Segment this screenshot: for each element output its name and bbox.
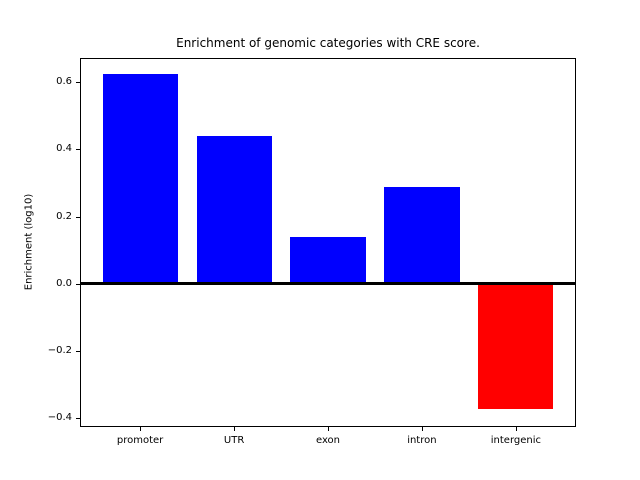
y-tick-mark xyxy=(76,283,80,285)
bar-intron xyxy=(384,187,460,284)
y-tick-label: 0.0 xyxy=(56,277,72,289)
y-tick-label: −0.4 xyxy=(47,411,72,423)
x-tick-mark xyxy=(140,427,142,431)
x-tick-mark xyxy=(234,427,236,431)
x-tick-label-exon: exon xyxy=(315,435,341,446)
x-tick-mark xyxy=(421,427,423,431)
bar-promoter xyxy=(102,73,178,284)
bar-UTR xyxy=(196,135,272,284)
y-tick-label: −0.2 xyxy=(47,344,72,356)
y-tick-label: 0.6 xyxy=(56,76,72,88)
chart-title: Enrichment of genomic categories with CR… xyxy=(176,36,480,50)
y-tick-mark xyxy=(76,417,80,419)
y-tick-mark xyxy=(76,82,80,84)
y-tick-label: 0.2 xyxy=(56,210,72,222)
y-tick-label: 0.4 xyxy=(56,143,72,155)
y-tick-mark xyxy=(76,350,80,352)
zero-line xyxy=(80,282,576,286)
bar-exon xyxy=(290,237,366,284)
x-tick-label-UTR: UTR xyxy=(223,435,245,446)
x-tick-mark xyxy=(328,427,329,431)
x-tick-label-intergenic: intergenic xyxy=(490,435,542,446)
x-tick-label-promoter: promoter xyxy=(116,435,164,446)
x-tick-label-intron: intron xyxy=(407,435,437,446)
bar-intergenic xyxy=(478,283,554,409)
x-tick-mark xyxy=(515,427,517,431)
y-tick-mark xyxy=(76,216,80,218)
y-tick-mark xyxy=(76,149,80,151)
